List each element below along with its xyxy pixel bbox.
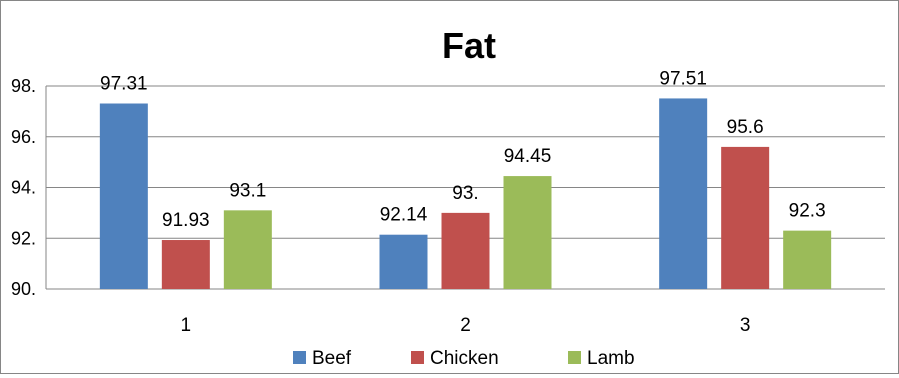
bar-chicken-2 (441, 212, 490, 289)
y-tick-label: 94. (11, 178, 36, 198)
legend-item-chicken: Chicken (411, 348, 499, 369)
legend-label: Beef (312, 348, 352, 369)
y-tick-label: 90. (11, 279, 36, 299)
data-label: 92.3 (789, 201, 826, 222)
bar-chicken-3 (721, 146, 770, 289)
bars (99, 98, 832, 289)
data-label: 93. (452, 183, 478, 204)
legend-swatch (293, 351, 306, 364)
x-tick-label: 2 (460, 315, 471, 336)
chart-title: Fat (442, 25, 496, 66)
legend-label: Lamb (587, 348, 635, 369)
legend-swatch (411, 351, 424, 364)
x-tick-label: 3 (740, 315, 751, 336)
bar-lamb-1 (223, 210, 272, 289)
bar-beef-1 (99, 103, 148, 289)
data-label: 97.51 (659, 68, 707, 89)
legend: Beef Chicken Lamb (293, 348, 635, 369)
data-label: 91.93 (162, 210, 210, 231)
y-tick-label: 96. (11, 127, 36, 147)
legend-item-lamb: Lamb (568, 348, 635, 369)
data-label: 93.1 (229, 180, 266, 201)
data-label: 92.14 (380, 205, 428, 226)
data-labels: 97.31 91.93 93.1 92.14 93. 94.45 97.51 95.6 92.3 (100, 68, 826, 231)
bar-lamb-2 (503, 176, 552, 289)
data-label: 97.31 (100, 74, 148, 95)
bar-beef-3 (659, 98, 708, 289)
data-label: 94.45 (504, 146, 552, 167)
data-label: 95.6 (727, 117, 764, 138)
y-tick-label: 92. (11, 228, 36, 248)
legend-label: Chicken (430, 348, 499, 369)
bar-beef-2 (379, 234, 428, 289)
bar-lamb-3 (783, 230, 832, 289)
x-tick-label: 1 (181, 315, 192, 336)
legend-swatch (568, 351, 581, 364)
y-tick-label: 98. (11, 76, 36, 96)
legend-item-beef: Beef (293, 348, 352, 369)
bar-chicken-1 (161, 240, 210, 289)
